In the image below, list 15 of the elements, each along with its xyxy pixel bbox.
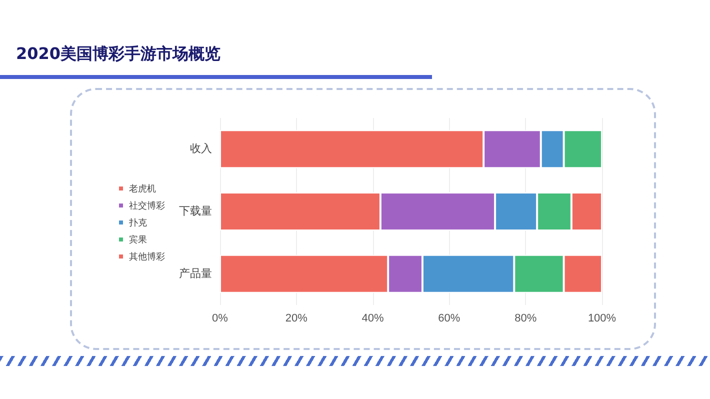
legend-label: 扑克 (128, 218, 147, 228)
legend-label: 宾果 (129, 234, 147, 244)
x-tick-label: 40% (362, 312, 384, 324)
x-tick-label: 100% (588, 312, 616, 324)
y-tick-label: 下载量 (179, 204, 212, 218)
legend-label: 社交博彩 (129, 200, 165, 210)
x-tick-label: 80% (514, 312, 537, 324)
x-tick-label: 20% (285, 312, 308, 324)
y-tick-label: 收入 (190, 142, 212, 156)
y-tick-label: 产品量 (179, 266, 212, 280)
x-tick-label: 0% (212, 312, 228, 324)
chart-title: 2020美国博彩手游市场概览 (16, 44, 221, 65)
x-tick-label: 60% (438, 312, 460, 324)
legend-label: 老虎机 (129, 184, 156, 194)
legend-label: 其他博彩 (129, 252, 165, 262)
